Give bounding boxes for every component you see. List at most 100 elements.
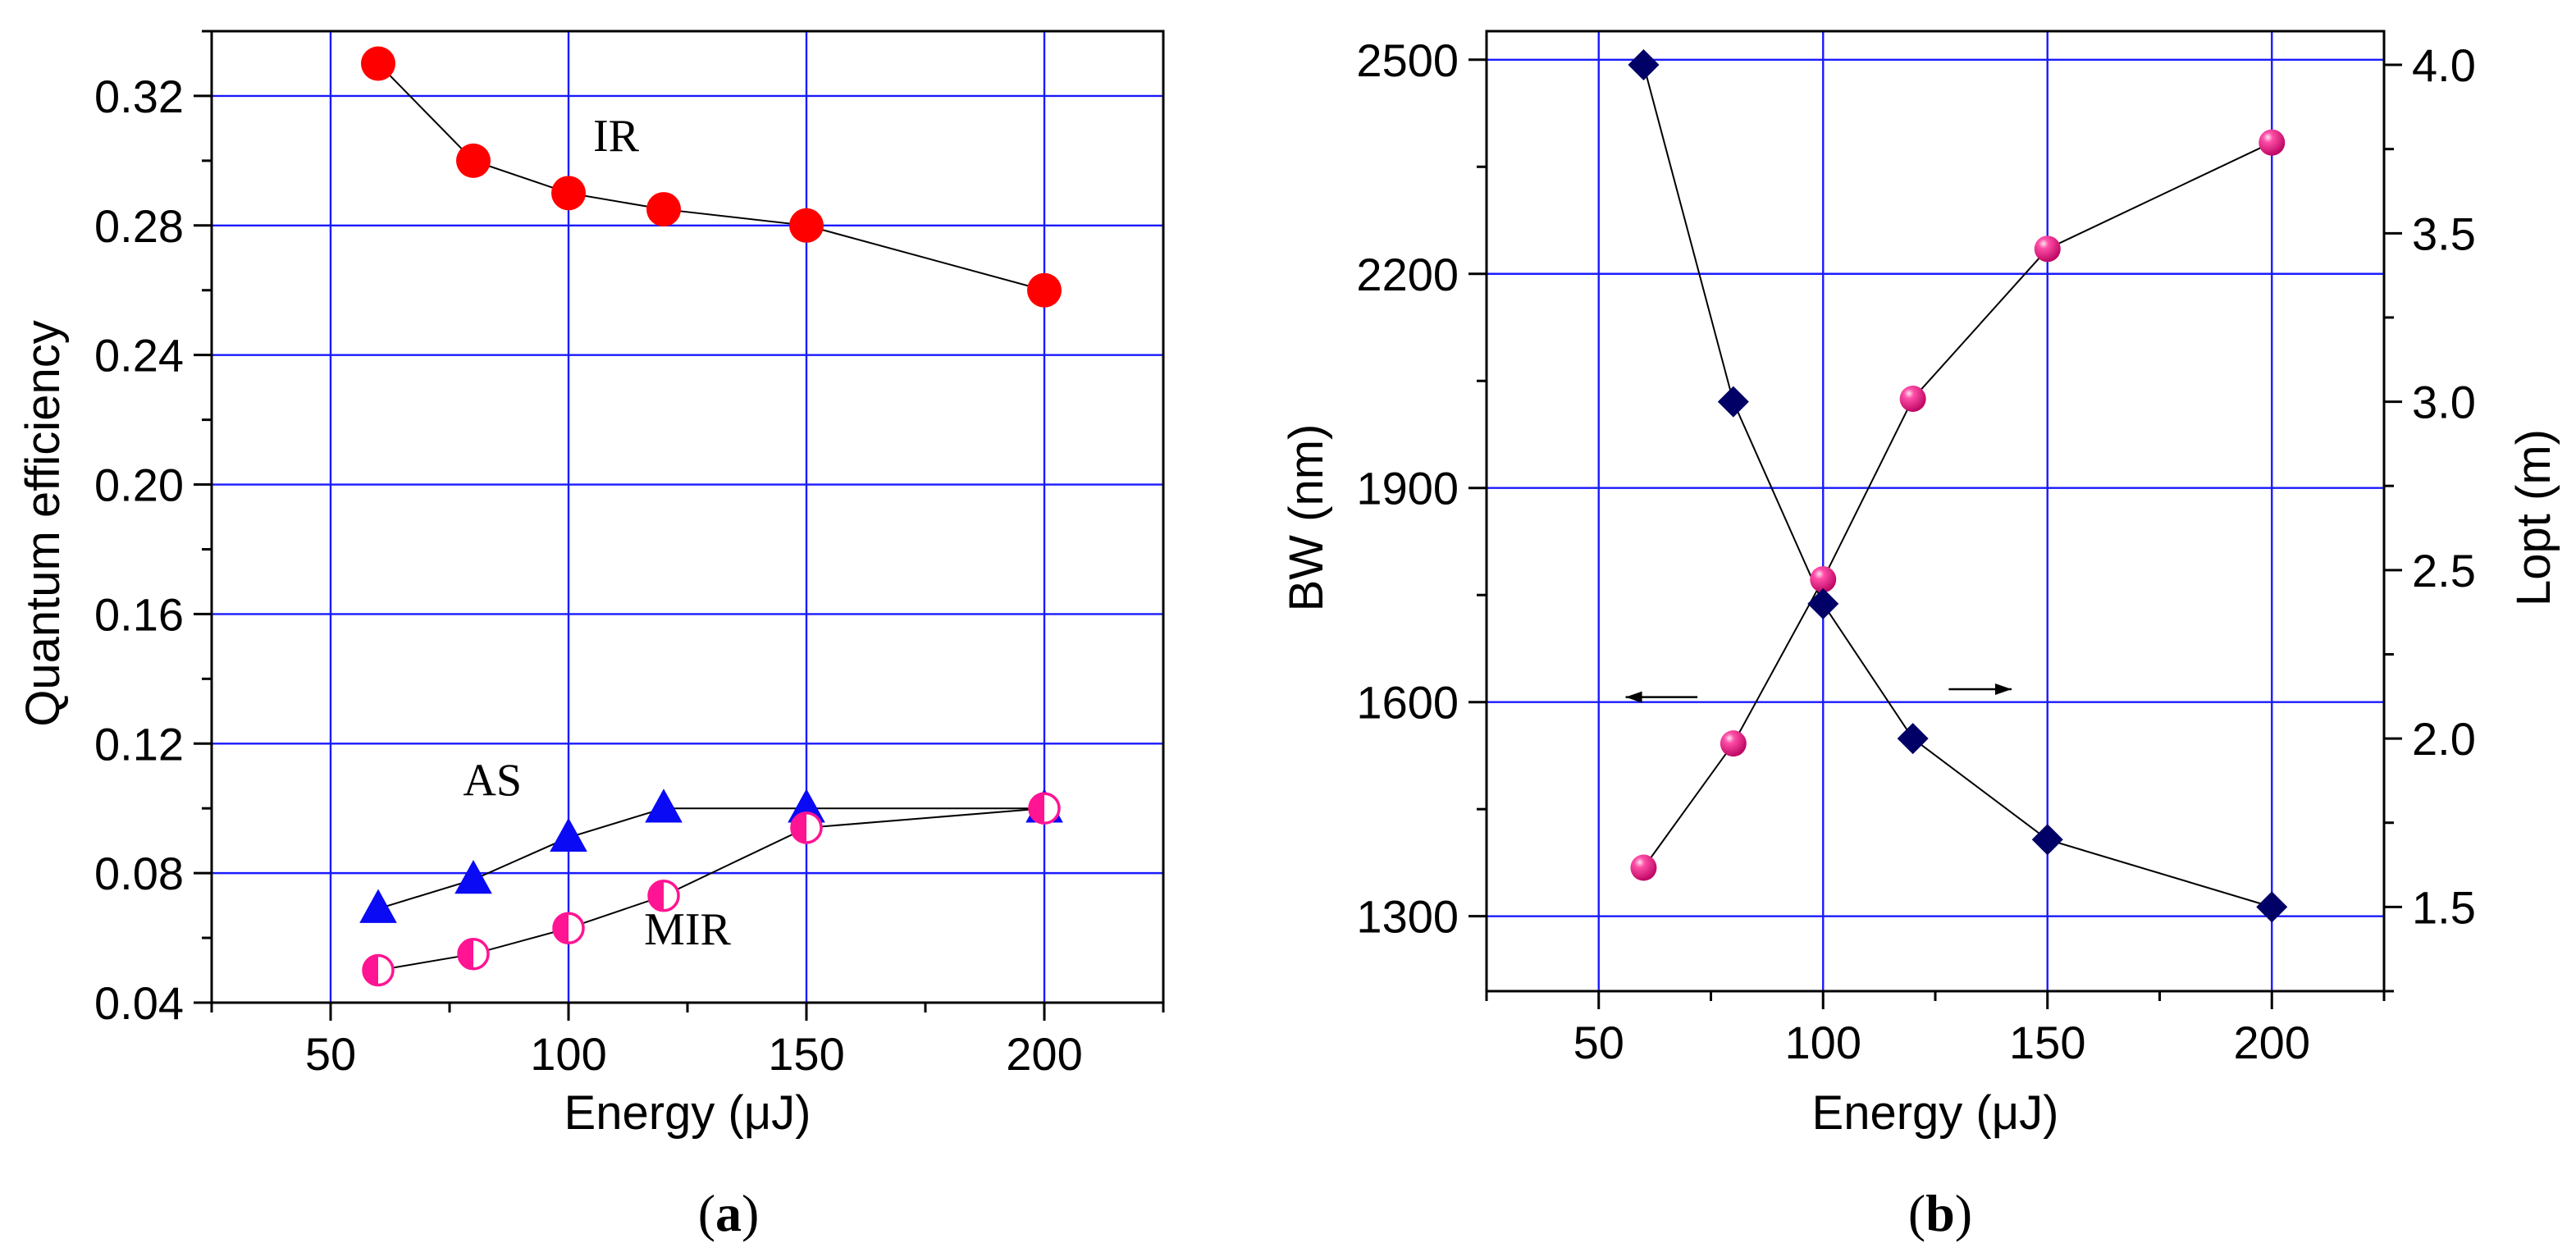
data-point-ir bbox=[646, 192, 681, 227]
panel-b-ticks bbox=[1468, 58, 2402, 1009]
data-point-ir bbox=[789, 208, 824, 243]
panel-b-grid bbox=[1487, 31, 2384, 991]
data-point-mir bbox=[647, 880, 680, 912]
data-point-as bbox=[550, 817, 587, 852]
data-point-mir bbox=[552, 912, 585, 944]
panel-a-markers bbox=[359, 46, 1063, 987]
data-point-lopt bbox=[2031, 824, 2063, 856]
data-point-mir-fill bbox=[1030, 793, 1044, 824]
panel-a-y-tick-label: 0.20 bbox=[94, 459, 184, 511]
panel-a-y-tick-label: 0.32 bbox=[94, 71, 184, 122]
data-point-lopt bbox=[1897, 723, 1929, 755]
panel-a-x-tick-label: 100 bbox=[530, 1028, 606, 1080]
panel-b-x-tick-label: 50 bbox=[1573, 1017, 1624, 1068]
data-point-lopt bbox=[2256, 891, 2288, 923]
panel-b-right-y-tick-label: 3.0 bbox=[2412, 377, 2476, 428]
data-point-mir-fill bbox=[363, 955, 378, 985]
panel-b-x-tick-labels: 50 100 150 200 bbox=[1573, 1017, 2310, 1068]
panel-a-y-axis-title: Quantum efficiency bbox=[16, 320, 70, 726]
data-point-bw bbox=[2034, 235, 2061, 263]
panel-b-x-tick-label: 100 bbox=[1785, 1017, 1861, 1068]
panel-b-markers bbox=[1628, 49, 2288, 923]
panel-b-right-y-tick-label: 2.0 bbox=[2412, 713, 2476, 765]
axis-arrow-left bbox=[1625, 691, 1698, 703]
data-point-bw bbox=[2259, 129, 2286, 156]
panel-b-series-lines bbox=[1642, 64, 2272, 908]
data-point-lopt bbox=[1807, 587, 1839, 619]
axis-arrow-head bbox=[1994, 683, 2012, 696]
panel-a-frame bbox=[210, 30, 1165, 1004]
panel-a-y-tick-label: 0.12 bbox=[94, 718, 184, 770]
data-point-lopt bbox=[1717, 386, 1749, 418]
panel-b-y-tick-label: 2500 bbox=[1356, 34, 1459, 86]
data-point-mir-fill bbox=[554, 913, 569, 944]
panel-b-y-tick-labels: 1300 1600 1900 2200 2500 bbox=[1356, 34, 1459, 943]
panel-a-series-lines bbox=[377, 62, 1045, 971]
series-label-mir: MIR bbox=[644, 904, 731, 955]
panel-a-x-tick-label: 150 bbox=[768, 1028, 844, 1080]
data-point-lopt bbox=[1628, 49, 1660, 81]
data-point-bw bbox=[1630, 854, 1657, 881]
series-label-ir: IR bbox=[593, 111, 640, 162]
panel-b-right-y-tick-label: 3.5 bbox=[2412, 208, 2476, 259]
panel-a-x-tick-label: 50 bbox=[305, 1028, 356, 1080]
axis-arrow-right bbox=[1948, 683, 2012, 696]
panel-a-y-tick-label: 0.28 bbox=[94, 200, 184, 252]
panel-b-x-tick-label: 200 bbox=[2234, 1017, 2310, 1068]
panel-b-y-tick-label: 1300 bbox=[1356, 891, 1459, 943]
data-point-mir bbox=[362, 953, 395, 987]
data-point-mir-fill bbox=[459, 939, 473, 969]
panel-b-right-y-tick-label: 4.0 bbox=[2412, 39, 2476, 91]
panel-a-grid bbox=[212, 31, 1163, 1004]
panel-a-ticks bbox=[194, 30, 1165, 1021]
data-point-mir-fill bbox=[792, 812, 806, 843]
panel-a-annotations: IR AS MIR bbox=[463, 111, 731, 955]
data-point-as bbox=[645, 788, 683, 823]
panel-a-x-tick-label: 200 bbox=[1006, 1028, 1082, 1080]
panel-a-label: (a) bbox=[698, 1184, 760, 1242]
series-line-bw bbox=[1642, 141, 2272, 869]
data-point-mir bbox=[1028, 792, 1061, 825]
panel-b-x-tick-label: 150 bbox=[2009, 1017, 2085, 1068]
series-line-lopt bbox=[1642, 64, 2272, 908]
panel-b-label: (b) bbox=[1908, 1184, 1972, 1242]
data-point-mir-fill bbox=[649, 880, 664, 911]
data-point-as bbox=[454, 860, 492, 894]
panel-a-y-tick-labels: 0.04 0.08 0.12 0.16 0.20 0.24 0.28 0.32 bbox=[94, 71, 184, 1029]
series-label-as: AS bbox=[463, 755, 522, 806]
data-point-ir bbox=[361, 46, 395, 81]
data-point-as bbox=[788, 788, 825, 823]
panel-b-axis-arrows bbox=[1625, 683, 2012, 703]
panel-b-y-tick-label: 1900 bbox=[1356, 463, 1459, 514]
panel-a-y-tick-label: 0.04 bbox=[94, 977, 184, 1029]
series-line-ir bbox=[377, 62, 1045, 291]
panel-b-right-y-tick-labels: 1.5 2.0 2.5 3.0 3.5 4.0 bbox=[2412, 39, 2476, 933]
panel-a-x-tick-labels: 50 100 150 200 bbox=[305, 1028, 1083, 1080]
panel-a-chart: 0.04 0.08 0.12 0.16 0.20 0.24 0.28 0.32 50 100 15… bbox=[16, 30, 1165, 1242]
data-point-bw bbox=[1810, 566, 1837, 593]
panel-b-frame bbox=[1485, 30, 2386, 993]
data-point-bw bbox=[1720, 730, 1747, 757]
data-point-ir bbox=[551, 176, 586, 211]
data-point-as bbox=[359, 889, 397, 923]
data-point-bw bbox=[1899, 385, 1926, 412]
panel-b-right-y-tick-label: 2.5 bbox=[2412, 545, 2476, 597]
panel-b-x-axis-title: Energy (μJ) bbox=[1812, 1086, 2059, 1140]
data-point-ir bbox=[456, 143, 491, 178]
panel-b-right-y-tick-label: 1.5 bbox=[2412, 881, 2476, 933]
series-line-as bbox=[377, 807, 1044, 910]
panel-b-y-tick-label: 2200 bbox=[1356, 249, 1459, 300]
panel-b-y-axis-title: BW (nm) bbox=[1280, 424, 1333, 612]
axis-arrow-head bbox=[1625, 691, 1642, 703]
panel-b-right-y-axis-title: Lopt (m) bbox=[2507, 429, 2560, 606]
data-point-ir bbox=[1027, 272, 1062, 308]
panel-a-y-tick-label: 0.08 bbox=[94, 848, 184, 899]
data-point-mir bbox=[457, 938, 490, 971]
panel-a-y-tick-label: 0.16 bbox=[94, 588, 184, 640]
panel-b-y-tick-label: 1600 bbox=[1356, 677, 1459, 729]
panel-a-y-tick-label: 0.24 bbox=[94, 330, 184, 382]
panel-a-x-axis-title: Energy (μJ) bbox=[564, 1086, 811, 1140]
data-point-mir bbox=[790, 811, 823, 844]
